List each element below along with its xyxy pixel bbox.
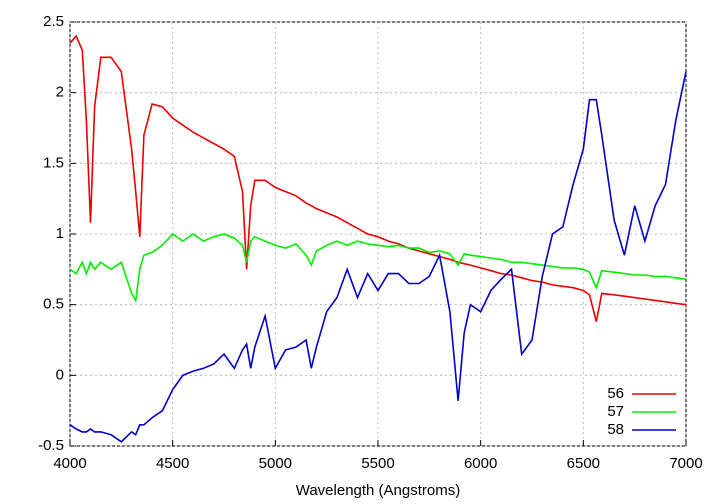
x-tick-label: 6500: [567, 455, 600, 472]
y-tick-label: -0.5: [38, 437, 64, 454]
y-tick-label: 2.5: [43, 13, 64, 30]
data-line: [69, 34, 687, 322]
y-tick-label: 0: [56, 366, 64, 383]
x-tick-label: 6000: [464, 455, 497, 472]
legend-label: 58: [607, 421, 624, 438]
x-tick-label: 7000: [669, 455, 702, 472]
y-tick-label: 1: [56, 225, 64, 242]
x-tick-label: 4500: [156, 455, 189, 472]
x-tick-label: 5000: [259, 455, 292, 472]
y-tick-label: 2: [56, 84, 64, 101]
y-tick-label: 0.5: [43, 296, 64, 313]
legend-label: 57: [607, 403, 624, 420]
data-line: [69, 232, 687, 303]
x-tick-label: 4000: [53, 455, 86, 472]
legend-label: 56: [607, 385, 624, 402]
data-line: [69, 71, 687, 443]
x-tick-label: 5500: [361, 455, 394, 472]
x-axis-label: Wavelength (Angstroms): [296, 482, 461, 499]
y-tick-label: 1.5: [43, 154, 64, 171]
